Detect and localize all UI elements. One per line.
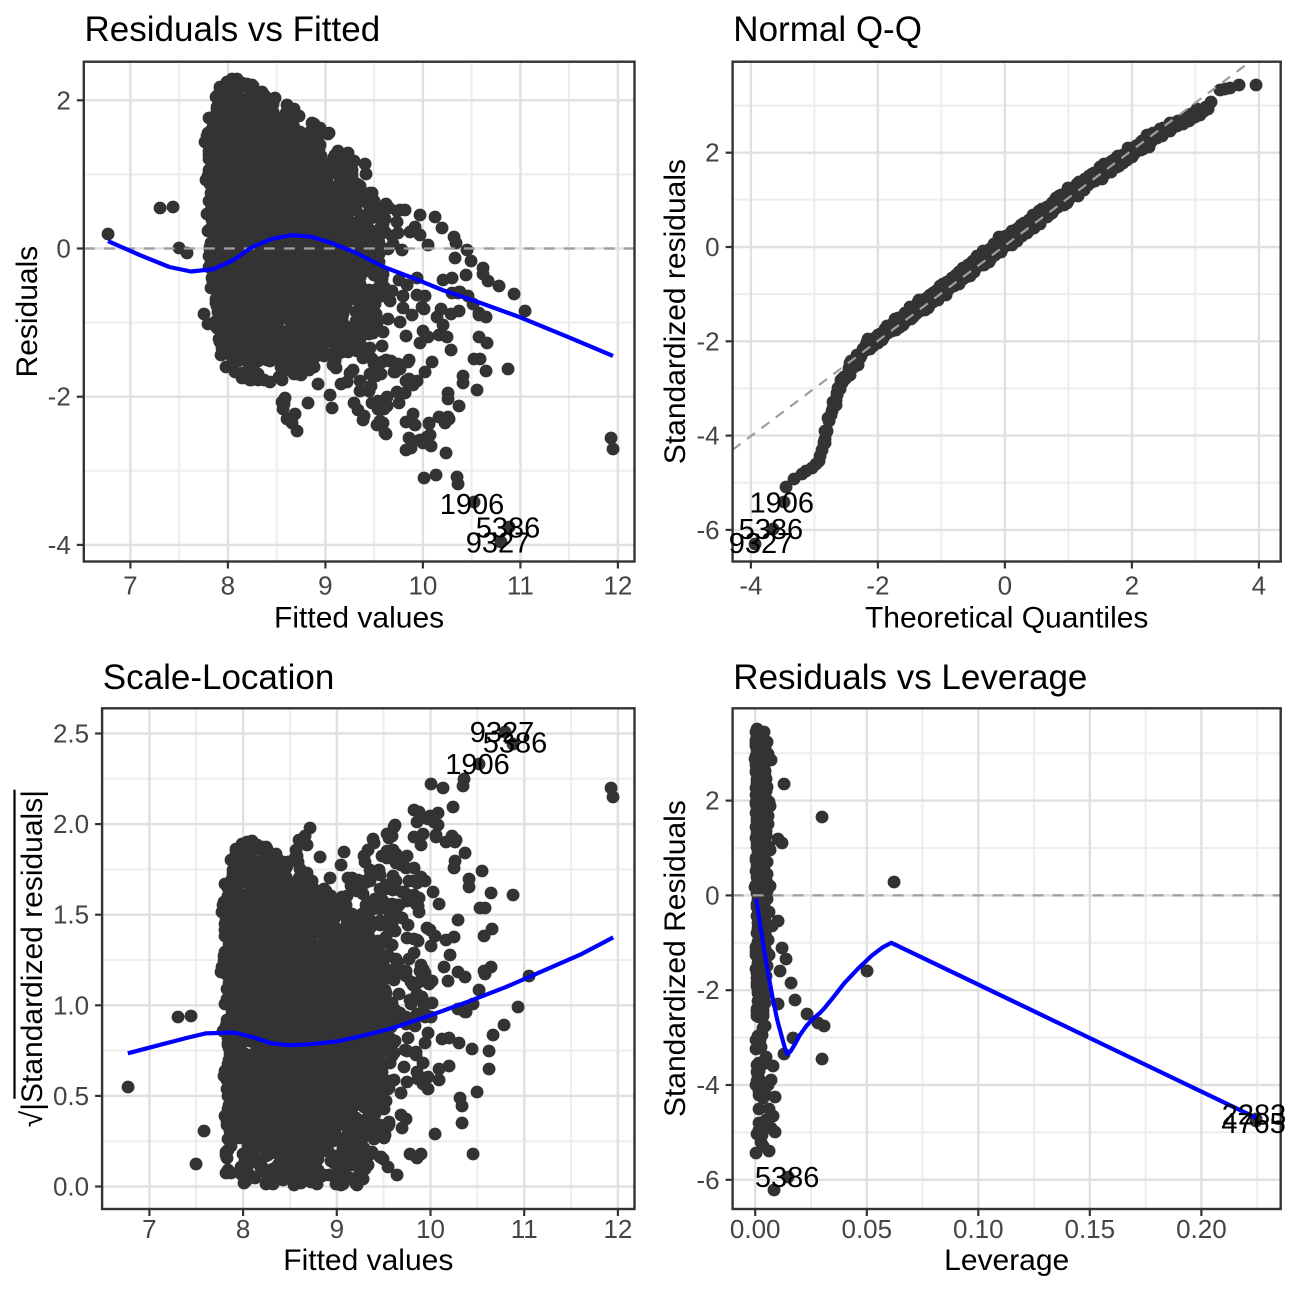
svg-text:Fitted values: Fitted values (274, 602, 444, 635)
svg-text:-6: -6 (696, 1165, 719, 1195)
svg-text:10: 10 (408, 571, 437, 601)
svg-text:8: 8 (236, 1214, 250, 1244)
svg-text:-4: -4 (739, 571, 762, 601)
svg-text:1.0: 1.0 (53, 990, 89, 1020)
svg-text:10: 10 (416, 1214, 445, 1244)
svg-text:Standardized Residuals: Standardized Residuals (659, 800, 692, 1117)
svg-text:2: 2 (56, 85, 70, 115)
svg-text:5386: 5386 (755, 1162, 820, 1194)
svg-text:-2: -2 (696, 326, 719, 356)
svg-text:Fitted values: Fitted values (283, 1244, 453, 1277)
svg-text:Leverage: Leverage (944, 1244, 1069, 1277)
svg-text:0.5: 0.5 (53, 1081, 89, 1111)
svg-text:Normal Q-Q: Normal Q-Q (733, 10, 922, 49)
svg-text:1906: 1906 (440, 489, 505, 521)
svg-text:9: 9 (330, 1214, 344, 1244)
svg-text:2: 2 (1125, 571, 1139, 601)
svg-text:2: 2 (705, 138, 719, 168)
svg-text:2.0: 2.0 (53, 809, 89, 839)
svg-text:2.5: 2.5 (53, 719, 89, 749)
svg-text:9327: 9327 (729, 528, 794, 560)
svg-text:9: 9 (318, 571, 332, 601)
svg-text:Theoretical Quantiles: Theoretical Quantiles (865, 602, 1148, 635)
svg-text:8: 8 (221, 571, 235, 601)
svg-text:0.00: 0.00 (730, 1214, 781, 1244)
svg-text:2283: 2283 (1222, 1099, 1287, 1131)
svg-text:-2: -2 (696, 975, 719, 1005)
svg-text:-4: -4 (48, 530, 71, 560)
svg-text:2: 2 (705, 786, 719, 816)
svg-text:11: 11 (507, 571, 534, 601)
svg-text:-4: -4 (696, 1070, 719, 1100)
svg-text:0: 0 (998, 571, 1012, 601)
svg-text:0.15: 0.15 (1064, 1214, 1115, 1244)
svg-text:0: 0 (56, 234, 70, 264)
svg-text:1.5: 1.5 (53, 900, 89, 930)
svg-text:-2: -2 (866, 571, 889, 601)
svg-text:-2: -2 (48, 382, 71, 412)
svg-text:5386: 5386 (739, 514, 804, 546)
svg-text:0.05: 0.05 (841, 1214, 892, 1244)
svg-text:4765: 4765 (1221, 1108, 1286, 1140)
svg-text:11: 11 (511, 1214, 538, 1244)
svg-text:12: 12 (603, 1214, 632, 1244)
svg-text:1906: 1906 (445, 749, 510, 781)
svg-text:Residuals vs Leverage: Residuals vs Leverage (733, 658, 1087, 697)
svg-text:7: 7 (123, 571, 137, 601)
svg-text:9327: 9327 (470, 717, 535, 749)
svg-text:-6: -6 (696, 515, 719, 545)
svg-text:0: 0 (705, 880, 719, 910)
svg-text:-4: -4 (696, 421, 719, 451)
svg-text:1906: 1906 (749, 488, 814, 520)
svg-text:0.20: 0.20 (1176, 1214, 1227, 1244)
svg-text:√|Standardized residuals|: √|Standardized residuals| (16, 790, 49, 1127)
svg-text:Residuals: Residuals (11, 246, 44, 378)
svg-text:4: 4 (1252, 571, 1266, 601)
svg-text:0.10: 0.10 (953, 1214, 1004, 1244)
svg-text:9327: 9327 (466, 527, 531, 559)
svg-text:0: 0 (705, 232, 719, 262)
svg-text:12: 12 (603, 571, 632, 601)
svg-text:Residuals vs Fitted: Residuals vs Fitted (85, 10, 381, 49)
svg-text:Standardized residuals: Standardized residuals (659, 159, 692, 464)
svg-text:5386: 5386 (476, 513, 541, 545)
svg-text:Scale-Location: Scale-Location (103, 658, 335, 697)
svg-text:0.0: 0.0 (53, 1172, 89, 1202)
svg-text:7: 7 (142, 1214, 156, 1244)
svg-text:5386: 5386 (483, 727, 548, 759)
